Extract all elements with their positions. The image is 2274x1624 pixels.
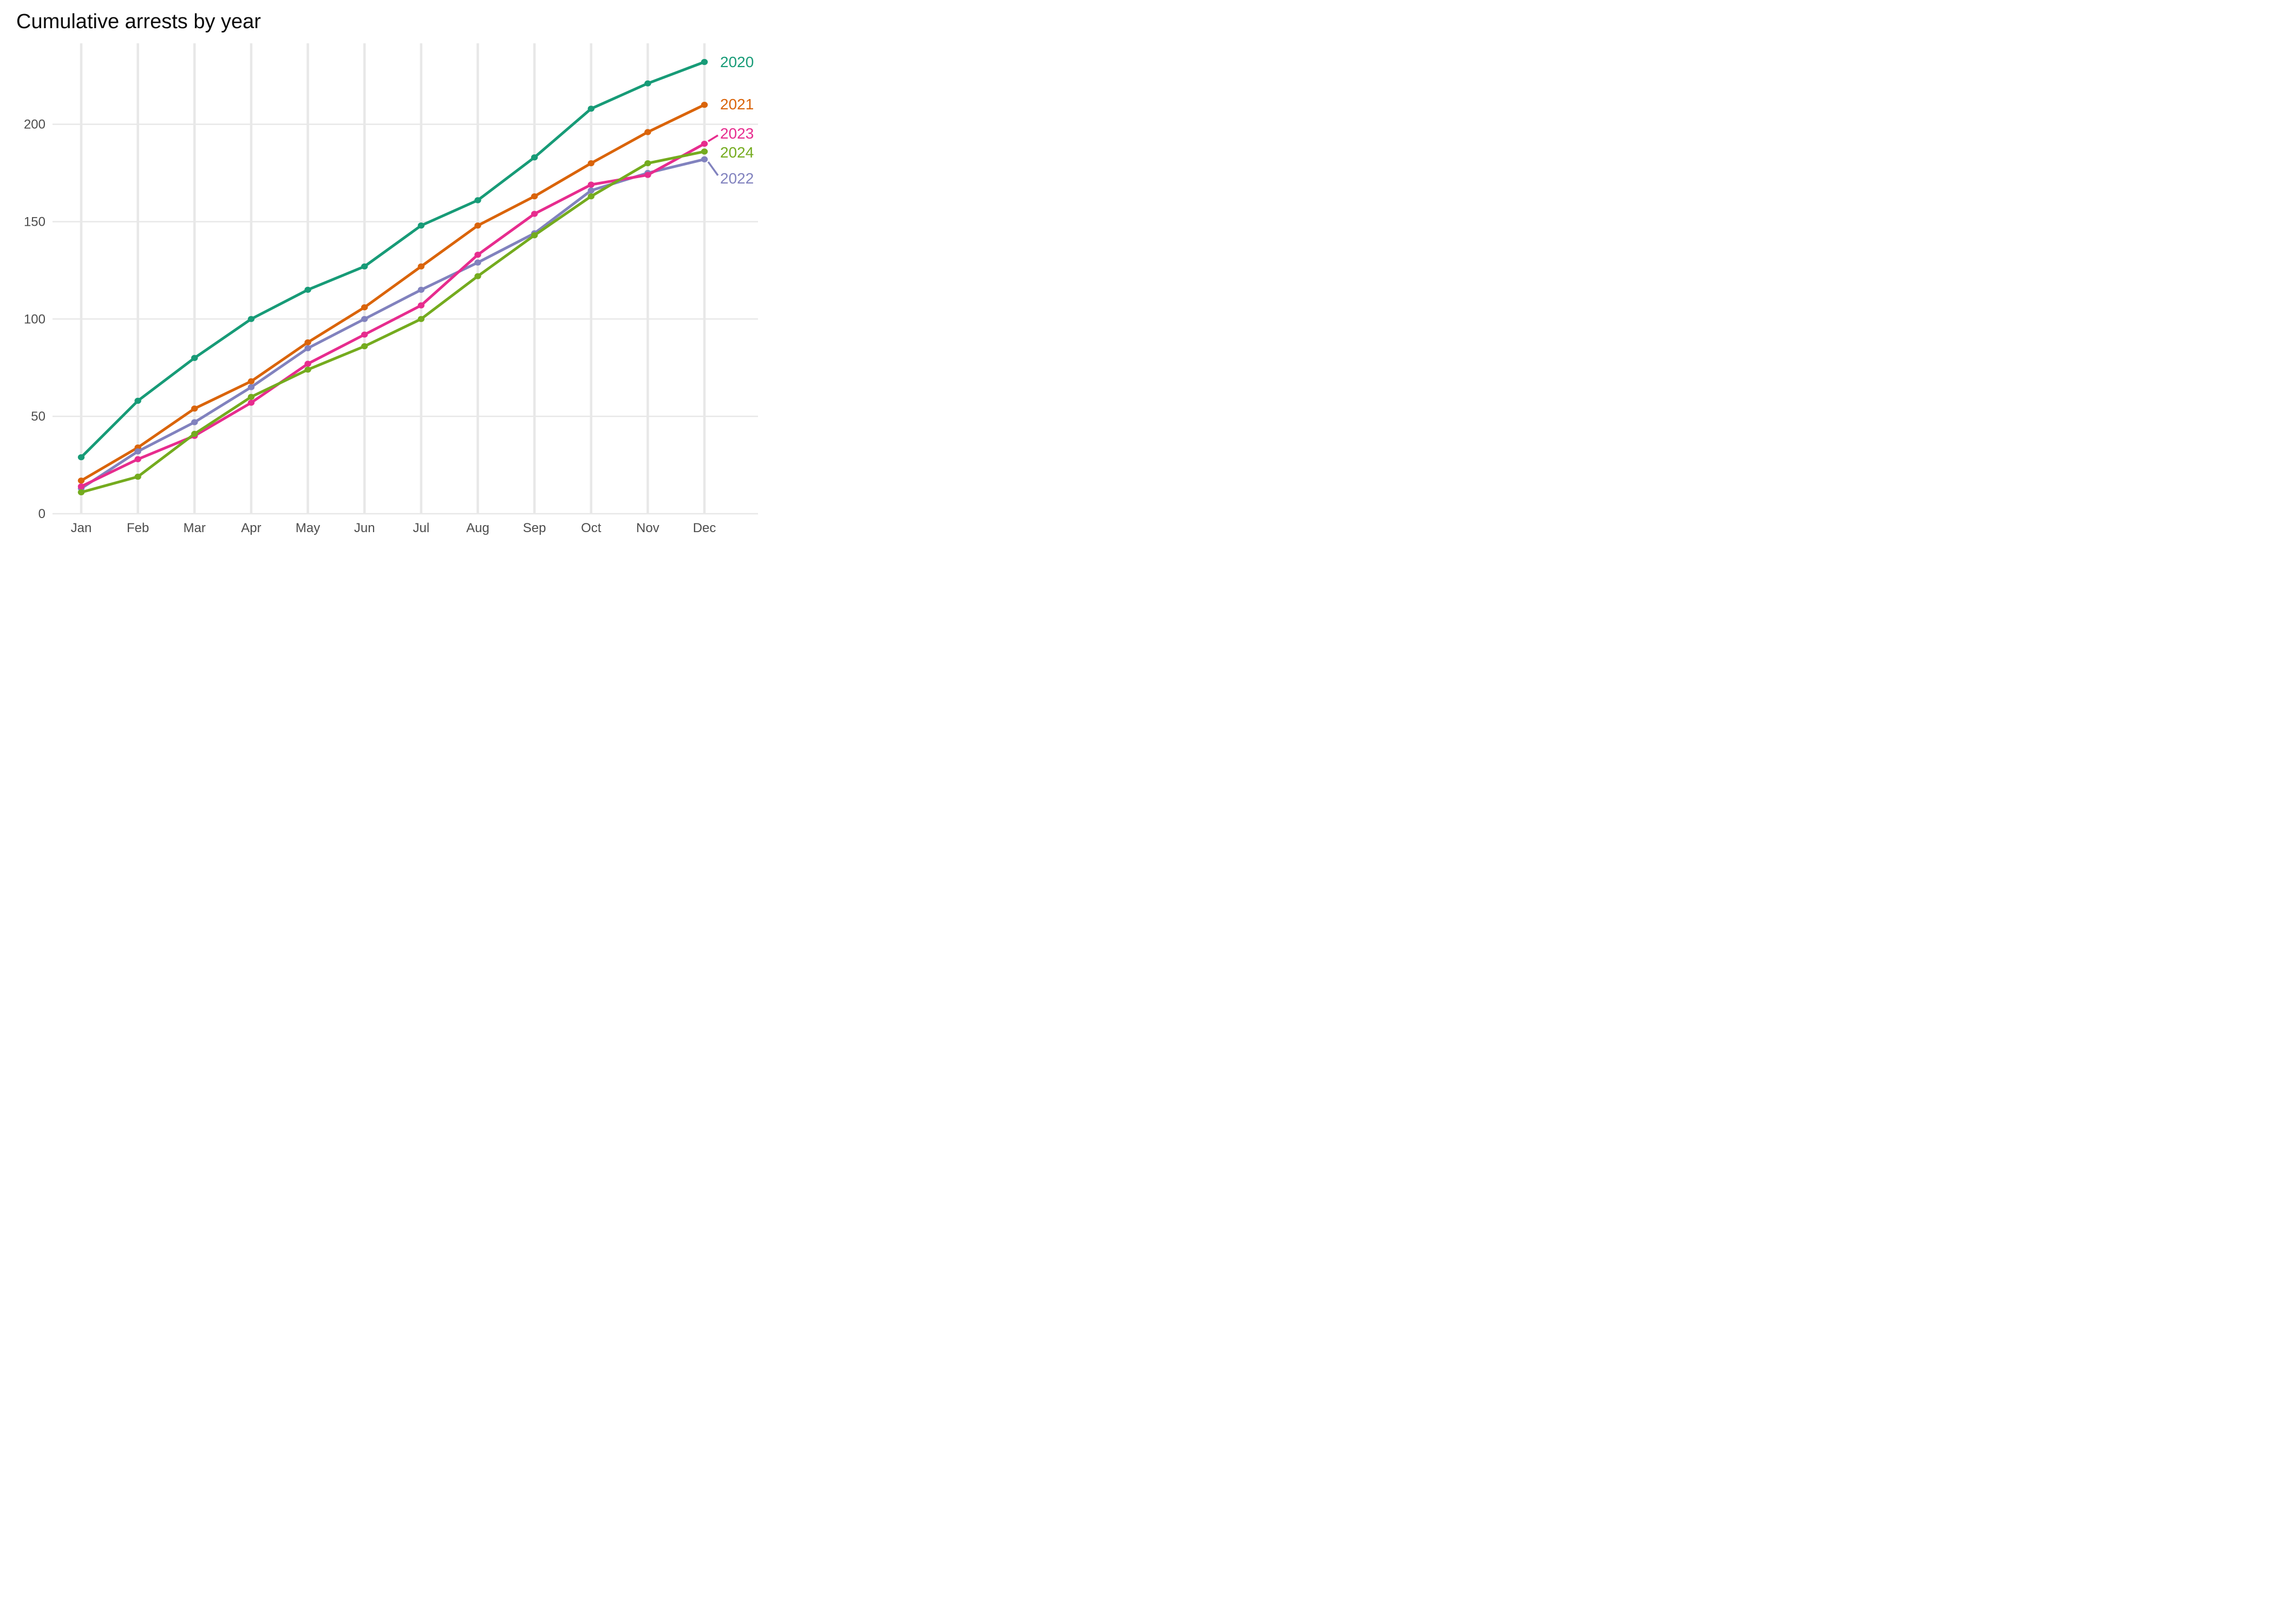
data-point-2023-Dec bbox=[701, 140, 708, 147]
label-leader-2022 bbox=[707, 161, 719, 176]
series-line-2022 bbox=[80, 158, 706, 490]
data-point-2021-Oct bbox=[587, 160, 594, 167]
data-point-2024-Jul bbox=[417, 316, 425, 322]
series-label-2021: 2021 bbox=[720, 96, 754, 113]
data-point-2024-Mar bbox=[191, 430, 198, 437]
y-tick-label-0: 0 bbox=[38, 507, 45, 521]
data-point-2020-Jan bbox=[77, 454, 85, 461]
data-point-2024-Aug bbox=[474, 273, 481, 279]
data-point-2021-Dec bbox=[701, 102, 708, 108]
data-point-2023-May bbox=[304, 361, 311, 367]
y-tick-label-100: 100 bbox=[24, 312, 45, 326]
data-point-2023-Jan bbox=[77, 483, 85, 490]
data-point-2023-Jul bbox=[417, 302, 425, 309]
data-point-2020-Jun bbox=[361, 263, 368, 270]
series-label-2020: 2020 bbox=[720, 54, 754, 70]
x-tick-label-Feb: Feb bbox=[127, 521, 149, 535]
y-tick-label-50: 50 bbox=[31, 409, 45, 424]
data-point-2023-Nov bbox=[644, 172, 651, 178]
data-point-2020-Feb bbox=[134, 397, 141, 404]
data-point-2022-Dec bbox=[701, 156, 708, 162]
data-point-2022-Apr bbox=[247, 384, 255, 390]
x-tick-label-Mar: Mar bbox=[184, 521, 206, 535]
data-point-2022-Jul bbox=[417, 286, 425, 293]
x-tick-label-Oct: Oct bbox=[581, 521, 602, 535]
data-point-2021-Sep bbox=[531, 193, 538, 200]
data-point-2021-Mar bbox=[191, 405, 198, 412]
data-point-2023-Sep bbox=[531, 211, 538, 217]
data-point-2020-Mar bbox=[191, 355, 198, 361]
x-tick-label-May: May bbox=[296, 521, 320, 535]
data-point-2021-Jul bbox=[417, 263, 425, 270]
data-point-2024-Jan bbox=[77, 489, 85, 496]
data-point-2021-May bbox=[304, 339, 311, 346]
x-tick-label-Apr: Apr bbox=[241, 521, 261, 535]
data-point-2020-Nov bbox=[644, 80, 651, 87]
series-label-2024: 2024 bbox=[720, 144, 754, 161]
data-point-2022-Jun bbox=[361, 316, 368, 322]
data-point-2022-May bbox=[304, 345, 311, 351]
x-tick-label-Aug: Aug bbox=[466, 521, 489, 535]
data-point-2020-Dec bbox=[701, 58, 708, 66]
data-point-2024-Apr bbox=[247, 394, 255, 400]
chart-title: Cumulative arrests by year bbox=[16, 10, 261, 33]
series-layer bbox=[77, 58, 708, 496]
axis-labels: 0 50 100 150 200 Jan Feb Mar Apr May Jun Jul Aug Sep O… bbox=[24, 117, 716, 535]
data-point-2022-Oct bbox=[587, 187, 594, 194]
data-point-2024-Sep bbox=[531, 232, 538, 239]
data-point-2023-Feb bbox=[134, 456, 141, 462]
data-point-2022-Aug bbox=[474, 259, 481, 266]
series-label-2022: 2022 bbox=[720, 170, 754, 187]
series-label-2023: 2023 bbox=[720, 125, 754, 142]
data-point-2024-Feb bbox=[134, 474, 141, 480]
data-point-2020-Sep bbox=[531, 154, 538, 161]
data-point-2024-Nov bbox=[644, 160, 651, 167]
y-tick-label-200: 200 bbox=[24, 117, 45, 132]
series-line-2023 bbox=[80, 142, 706, 488]
data-point-2024-Oct bbox=[587, 193, 594, 200]
label-leader-2023 bbox=[708, 134, 718, 142]
data-point-2021-Apr bbox=[247, 378, 255, 385]
data-point-2022-Mar bbox=[191, 419, 198, 425]
data-point-2023-Aug bbox=[474, 251, 481, 258]
data-point-2023-Jun bbox=[361, 331, 368, 338]
data-point-2021-Nov bbox=[644, 129, 651, 135]
data-point-2023-Apr bbox=[247, 400, 255, 406]
series-line-2021 bbox=[80, 103, 706, 482]
data-point-2020-Jul bbox=[417, 222, 425, 229]
data-point-2020-Aug bbox=[474, 197, 481, 204]
vertical-gridlines bbox=[80, 43, 706, 514]
data-point-2023-Oct bbox=[587, 181, 594, 188]
data-point-2021-Jun bbox=[361, 304, 368, 311]
data-point-2021-Aug bbox=[474, 222, 481, 229]
x-tick-label-Jan: Jan bbox=[71, 521, 92, 535]
data-point-2020-Apr bbox=[247, 316, 255, 322]
horizontal-gridlines bbox=[53, 123, 758, 515]
series-line-2020 bbox=[80, 60, 706, 459]
x-tick-label-Jun: Jun bbox=[354, 521, 375, 535]
y-tick-label-150: 150 bbox=[24, 214, 45, 229]
data-point-2024-Dec bbox=[701, 148, 708, 155]
series-end-labels: 2020 2021 2022 2023 2024 bbox=[707, 54, 754, 187]
chart-container: Cumulative arrests by year 0 50 100 150 200 J… bbox=[0, 0, 758, 541]
x-tick-label-Nov: Nov bbox=[636, 521, 659, 535]
line-chart: Cumulative arrests by year 0 50 100 150 200 J… bbox=[16, 10, 758, 535]
data-point-2021-Jan bbox=[77, 477, 85, 484]
data-point-2020-May bbox=[304, 286, 311, 293]
data-point-2020-Oct bbox=[587, 106, 594, 112]
series-line-2024 bbox=[80, 150, 706, 494]
data-point-2024-Jun bbox=[361, 343, 368, 350]
x-tick-label-Jul: Jul bbox=[413, 521, 429, 535]
x-tick-label-Sep: Sep bbox=[523, 521, 546, 535]
data-point-2024-May bbox=[304, 366, 311, 373]
x-tick-label-Dec: Dec bbox=[693, 521, 716, 535]
data-point-2022-Feb bbox=[134, 448, 141, 455]
